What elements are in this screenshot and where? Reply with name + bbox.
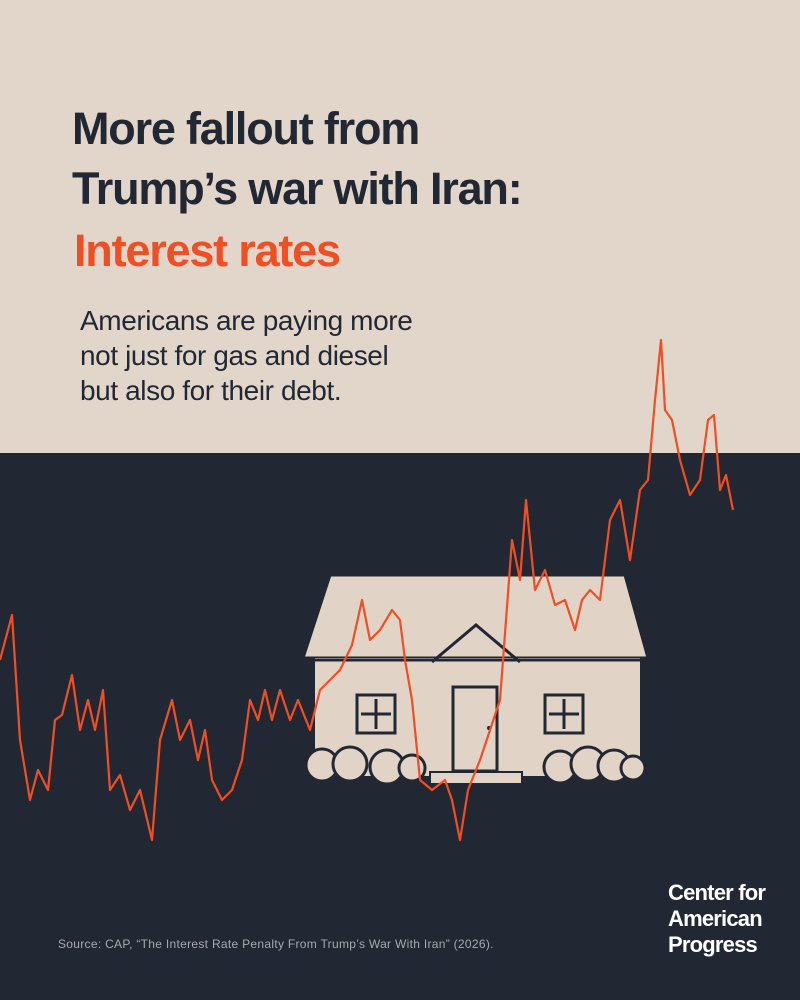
house — [300, 573, 650, 786]
trend-line — [0, 338, 735, 842]
subtitle-line: Americans are paying more — [80, 305, 412, 336]
source: Source: CAP, “The Interest Rate Penalty … — [58, 937, 494, 951]
subtitle-line: but also for their debt. — [80, 375, 341, 406]
logo-line: American — [668, 906, 762, 931]
logo-line: Progress — [668, 932, 758, 957]
title-highlight: Interest rates — [74, 225, 340, 276]
title-line: Trump’s war with Iran: — [72, 163, 522, 214]
subtitle-line: not just for gas and diesel — [80, 340, 388, 371]
top-background — [0, 0, 800, 453]
logo-line: Center for — [668, 880, 766, 905]
title-line: More fallout from — [72, 103, 419, 154]
